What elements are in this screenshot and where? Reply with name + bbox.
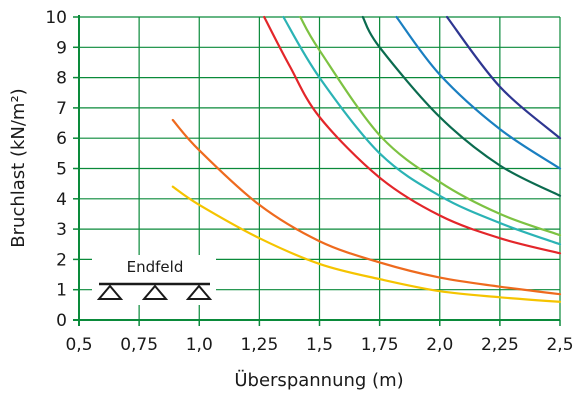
- y-tick-label: 7: [56, 99, 67, 119]
- series-line-3: [263, 15, 562, 255]
- y-tick-label: 8: [56, 69, 67, 89]
- series-line-6: [361, 15, 562, 197]
- y-tick-label: 1: [56, 281, 67, 301]
- y-tick-labels: 0 1 2 3 4 5 6 7 8 9 10: [45, 8, 67, 331]
- y-tick-label: 9: [56, 38, 67, 58]
- y-tick-label: 2: [56, 250, 67, 270]
- axes: [73, 15, 561, 326]
- y-tick-label: 5: [56, 160, 67, 180]
- x-tick-label: 0,75: [120, 335, 158, 355]
- x-tick-label: 2,0: [426, 335, 453, 355]
- y-axis-label: Bruchlast (kN/m²): [8, 88, 29, 247]
- x-tick-label: 1,5: [306, 335, 333, 355]
- support-middle-icon: [141, 284, 169, 300]
- y-tick-label: 0: [56, 311, 67, 331]
- x-tick-label: 0,5: [65, 335, 92, 355]
- support-left-icon: [96, 284, 124, 300]
- series-line-4: [282, 15, 562, 246]
- x-tick-label: 1,75: [361, 335, 399, 355]
- x-tick-label: 1,25: [240, 335, 278, 355]
- x-axis-label: Überspannung (m): [234, 369, 403, 391]
- series-line-7: [395, 15, 562, 170]
- series-line-1: [171, 185, 562, 303]
- x-tick-label: 1,0: [186, 335, 213, 355]
- y-tick-label: 10: [45, 8, 67, 28]
- support-right-icon: [185, 284, 213, 300]
- inset-label: Endfeld: [127, 258, 184, 276]
- y-tick-label: 6: [56, 129, 67, 149]
- series-line-5: [299, 15, 562, 237]
- support-schematic: Endfeld: [92, 255, 216, 305]
- series-line-2: [171, 118, 562, 296]
- y-tick-label: 3: [56, 220, 67, 240]
- x-tick-label: 2,5: [546, 335, 573, 355]
- y-tick-label: 4: [56, 190, 67, 210]
- x-tick-labels: 0,5 0,75 1,0 1,25 1,5 1,75 2,0 2,25 2,5: [65, 335, 573, 355]
- x-tick-label: 2,25: [481, 335, 519, 355]
- series-lines: [171, 15, 562, 303]
- series-line-8: [445, 15, 562, 140]
